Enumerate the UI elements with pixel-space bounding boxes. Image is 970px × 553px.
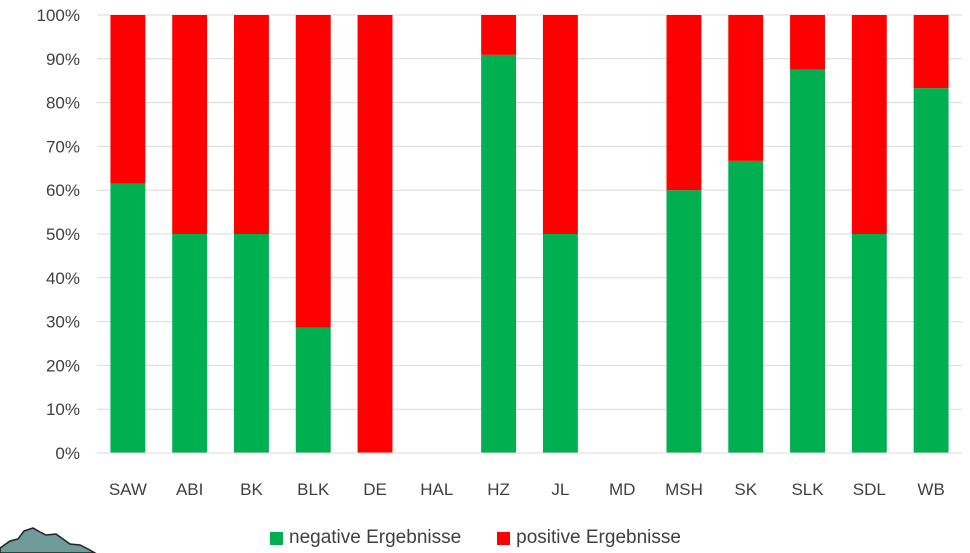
bar-negative-bk xyxy=(234,234,269,453)
x-tick-label: MD xyxy=(609,480,635,499)
x-tick-label: WB xyxy=(917,480,944,499)
bar-negative-wb xyxy=(913,88,949,454)
gridlines xyxy=(97,14,962,410)
y-tick-label: 50% xyxy=(46,225,80,244)
y-tick-label: 0% xyxy=(55,444,80,463)
bar-negative-hz xyxy=(481,54,517,453)
y-tick-label: 60% xyxy=(46,181,80,200)
bar-negative-jl xyxy=(542,234,578,453)
y-tick-label: 70% xyxy=(46,137,80,156)
x-tick-label: SK xyxy=(734,480,757,499)
bar-negative-sk xyxy=(728,160,764,453)
bar-positive-slk xyxy=(790,15,825,70)
legend-swatch-negative xyxy=(270,531,283,545)
legend-item-negative: negative Ergebnisse xyxy=(270,527,461,549)
bar-positive-msh xyxy=(666,15,702,191)
x-tick-label: DE xyxy=(363,480,387,499)
y-tick-label: 30% xyxy=(46,313,80,332)
y-tick-label: 80% xyxy=(46,94,80,113)
x-tick-label: JL xyxy=(551,480,569,499)
bar-positive-sk xyxy=(728,15,764,161)
legend-item-positive: positive Ergebnisse xyxy=(497,527,681,549)
bar-negative-msh xyxy=(666,190,702,453)
bar-positive-sdl xyxy=(851,15,887,234)
bar-positive-wb xyxy=(913,15,949,89)
x-tick-label: SAW xyxy=(109,480,147,499)
bar-negative-abi xyxy=(172,234,208,453)
x-tick-label: ABI xyxy=(176,480,203,499)
x-tick-label: BK xyxy=(240,480,263,499)
bar-positive-saw xyxy=(110,15,146,184)
x-tick-label: BLK xyxy=(297,480,330,499)
y-tick-label: 10% xyxy=(46,400,80,419)
bar-negative-slk xyxy=(790,69,825,453)
y-tick-label: 100% xyxy=(37,6,80,25)
bars xyxy=(110,15,949,454)
legend-label-positive: positive Ergebnisse xyxy=(516,527,681,548)
legend-swatch-positive xyxy=(497,531,511,545)
y-axis-tick-labels: 0% 10% 20% 30% 40% 50% 60% 70% 80% 90% 100% xyxy=(37,6,80,463)
x-tick-label: HZ xyxy=(487,480,510,499)
legend-label-negative: negative Ergebnisse xyxy=(289,527,462,548)
bar-positive-hz xyxy=(481,15,517,55)
bar-negative-saw xyxy=(110,183,146,453)
bar-positive-blk xyxy=(295,15,331,328)
bar-negative-sdl xyxy=(851,234,887,453)
x-tick-label: HAL xyxy=(420,480,453,499)
bar-positive-abi xyxy=(172,15,208,234)
x-axis-tick-labels: SAW ABI BK BLK DE HAL HZ JL MD MSH SK SLK SDL WB xyxy=(109,480,945,499)
x-tick-label: MSH xyxy=(665,480,703,499)
bar-positive-bk xyxy=(234,15,269,234)
bar-negative-blk xyxy=(295,327,331,453)
bar-positive-de xyxy=(357,15,393,453)
sachsen-anhalt-map-icon xyxy=(0,527,97,553)
legend: negative Ergebnisse positive Ergebnisse xyxy=(270,527,681,549)
x-tick-label: SLK xyxy=(791,480,824,499)
x-tick-label: SDL xyxy=(853,480,886,499)
bar-positive-jl xyxy=(542,15,578,234)
y-tick-label: 90% xyxy=(46,50,80,69)
y-tick-label: 40% xyxy=(46,269,80,288)
y-tick-label: 20% xyxy=(46,356,80,375)
